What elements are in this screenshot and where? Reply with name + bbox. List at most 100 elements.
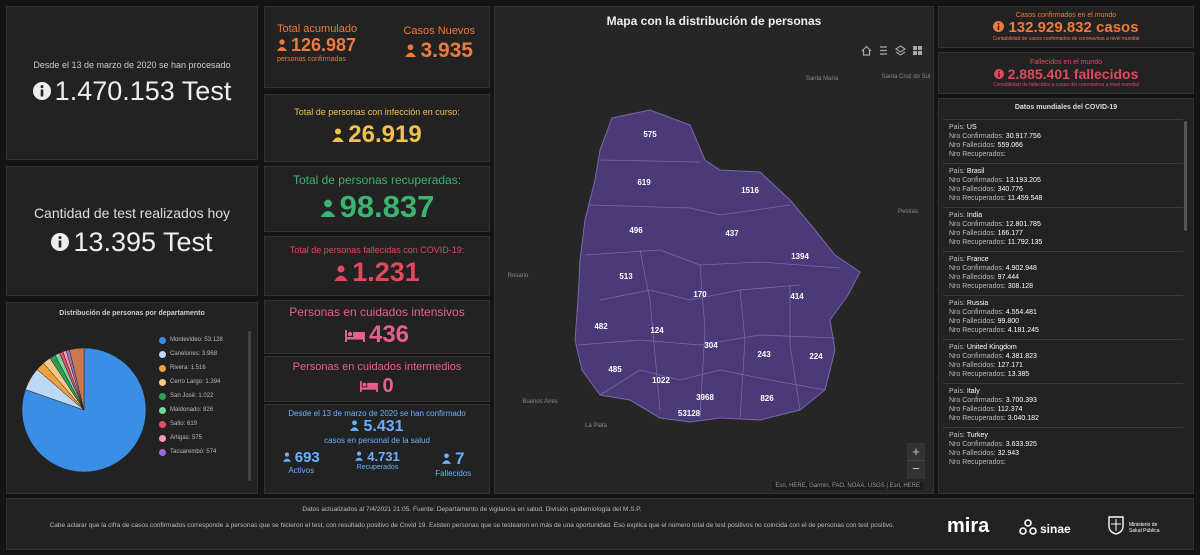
legend-item[interactable]: Tacuarembó: 574 bbox=[159, 445, 247, 459]
legend-item[interactable]: Maldonado: 826 bbox=[159, 403, 247, 417]
map-department-count[interactable]: 437 bbox=[725, 229, 739, 238]
map-department-count[interactable]: 496 bbox=[629, 226, 643, 235]
legend-item[interactable]: Rivera: 1.516 bbox=[159, 361, 247, 375]
country-pais-label: País: bbox=[949, 212, 967, 219]
country-row[interactable]: País: Turkey Nro Confirmados: 3.633.925 Nr… bbox=[943, 427, 1183, 471]
map-department-count[interactable]: 170 bbox=[693, 290, 707, 299]
map-department-count[interactable]: 1516 bbox=[741, 186, 759, 195]
legend-label: Maldonado: 826 bbox=[170, 407, 214, 413]
legend-item[interactable]: Canelones: 3.968 bbox=[159, 347, 247, 361]
country-pais-line: País: Turkey bbox=[949, 431, 1183, 440]
footer-note: Cabe aclarar que la cifra de casos confi… bbox=[49, 522, 895, 529]
layers-icon[interactable] bbox=[895, 43, 906, 56]
country-row[interactable]: País: India Nro Confirmados: 12.801.785 Nr… bbox=[943, 207, 1183, 251]
country-recuperados-label: Nro Recuperados: bbox=[949, 195, 1008, 202]
pie-slice-otros[interactable] bbox=[69, 347, 85, 411]
legend-item[interactable]: Montevideo: 53.128 bbox=[159, 333, 247, 347]
map-department-count[interactable]: 3968 bbox=[696, 393, 714, 402]
legend-item[interactable]: Cerro Largo: 1.394 bbox=[159, 375, 247, 389]
country-row[interactable]: País: Italy Nro Confirmados: 3.700.393 Nro… bbox=[943, 383, 1183, 427]
total-acumulado-value: 126.987 bbox=[291, 35, 357, 55]
map-department-count[interactable]: 619 bbox=[637, 178, 651, 187]
country-row[interactable]: País: US Nro Confirmados: 30.917.756 Nro F… bbox=[943, 119, 1183, 163]
country-list[interactable]: País: US Nro Confirmados: 30.917.756 Nro F… bbox=[943, 119, 1183, 471]
legend-label: Cerro Largo: 1.394 bbox=[170, 379, 221, 385]
legend-dot bbox=[159, 448, 166, 456]
logo-sinae-text: sinae bbox=[1040, 521, 1071, 536]
map-department-count[interactable]: 243 bbox=[757, 350, 771, 359]
zoom-in-button[interactable]: + bbox=[907, 443, 925, 461]
map-department-count[interactable]: 124 bbox=[650, 326, 664, 335]
country-row[interactable]: País: France Nro Confirmados: 4.902.948 Nr… bbox=[943, 251, 1183, 295]
total-acumulado-block: Total acumulado 126.987 personas confirm… bbox=[277, 23, 357, 63]
bed-icon bbox=[344, 321, 365, 349]
map-department-count[interactable]: 575 bbox=[643, 130, 657, 139]
map-department-count[interactable]: 53128 bbox=[678, 409, 701, 418]
legend-scrollbar[interactable] bbox=[248, 331, 251, 481]
map-place-label: Pelotas bbox=[898, 209, 918, 215]
country-confirmados-label: Nro Confirmados: bbox=[949, 221, 1006, 228]
country-confirmados-line: Nro Confirmados: 3.700.393 bbox=[949, 396, 1183, 405]
salud-fallecidos-label: Fallecidos bbox=[435, 469, 472, 478]
legend-item[interactable]: Salto: 619 bbox=[159, 417, 247, 431]
cases-card: Total acumulado 126.987 personas confirm… bbox=[264, 6, 490, 88]
zoom-out-button[interactable]: − bbox=[907, 461, 925, 479]
legend-item[interactable]: Artigas: 575 bbox=[159, 431, 247, 445]
home-icon[interactable] bbox=[861, 43, 872, 56]
country-confirmados-line: Nro Confirmados: 3.633.925 bbox=[949, 440, 1183, 449]
map-department-count[interactable]: 1022 bbox=[652, 376, 670, 385]
uruguay-map[interactable]: 575 619 1516 496 437 1394 513 170 414 482 124 304 24… bbox=[494, 36, 934, 486]
intermedios-stat: 0 bbox=[360, 375, 394, 398]
map-department-count[interactable]: 513 bbox=[619, 272, 633, 281]
country-fallecidos-value: 99.800 bbox=[997, 318, 1020, 325]
map-department-count[interactable]: 224 bbox=[809, 352, 823, 361]
total-acumulado-label: Total acumulado bbox=[277, 23, 358, 35]
country-fallecidos-value: 32.943 bbox=[997, 450, 1020, 457]
map-place-label: Rosario bbox=[508, 273, 529, 279]
country-row[interactable]: País: Russia Nro Confirmados: 4.554.481 Nr… bbox=[943, 295, 1183, 339]
map-department-count[interactable]: 414 bbox=[790, 292, 804, 301]
legend-dot bbox=[159, 378, 166, 386]
country-fallecidos-label: Nro Fallecidos: bbox=[949, 186, 998, 193]
legend-item[interactable]: San José: 1.022 bbox=[159, 389, 247, 403]
country-recuperados-label: Nro Recuperados: bbox=[949, 151, 1006, 158]
country-pais-value: Italy bbox=[966, 388, 980, 395]
salud-sub: casos en personal de la salud bbox=[324, 436, 430, 445]
map-department-count[interactable]: 485 bbox=[608, 365, 622, 374]
map-department-count[interactable]: 826 bbox=[760, 394, 774, 403]
country-pais-value: Russia bbox=[966, 300, 989, 307]
tests-today-value: 13.395 Test bbox=[73, 226, 213, 257]
map-department-count[interactable]: 304 bbox=[704, 341, 718, 350]
country-row[interactable]: País: United Kingdom Nro Confirmados: 4.3… bbox=[943, 339, 1183, 383]
list-icon[interactable] bbox=[878, 43, 889, 55]
basemap-icon[interactable] bbox=[912, 43, 923, 55]
map-department-count[interactable]: 482 bbox=[594, 322, 608, 331]
world-list-title: Datos mundiales del COVID-19 bbox=[1014, 104, 1118, 111]
pie-title: Distribución de personas por departament… bbox=[59, 310, 205, 317]
intensivos-value: 436 bbox=[368, 321, 410, 348]
sinae-icon bbox=[1019, 519, 1037, 538]
fallecidas-value: 1.231 bbox=[352, 256, 420, 287]
recuperadas-label: Total de personas recuperadas: bbox=[292, 173, 462, 187]
country-recuperados-line: Nro Recuperados: 11.792.135 bbox=[949, 238, 1183, 247]
country-fallecidos-line: Nro Fallecidos: 127.171 bbox=[949, 361, 1183, 370]
country-pais-line: País: Russia bbox=[949, 299, 1183, 308]
salud-label: Desde el 13 de marzo de 2020 se han conf… bbox=[288, 409, 466, 418]
country-confirmados-label: Nro Confirmados: bbox=[949, 353, 1006, 360]
country-recuperados-line: Nro Recuperados: 11.459.548 bbox=[949, 194, 1183, 203]
country-row[interactable]: País: Brasil Nro Confirmados: 13.193.205 N… bbox=[943, 163, 1183, 207]
country-pais-value: US bbox=[966, 124, 977, 131]
list-scrollbar[interactable] bbox=[1184, 121, 1187, 231]
intermedios-card: Personas en cuidados intermedios 0 bbox=[264, 356, 490, 402]
legend-label: Canelones: 3.968 bbox=[170, 351, 218, 357]
country-fallecidos-value: 340.776 bbox=[997, 186, 1023, 193]
country-recuperados-line: Nro Recuperados: 13.385 bbox=[949, 370, 1183, 379]
legend-dot bbox=[159, 364, 166, 372]
country-fallecidos-label: Nro Fallecidos: bbox=[949, 274, 998, 281]
salud-recuperados-stat: 4.731 bbox=[355, 449, 400, 464]
map-place-label: Buenos Aires bbox=[522, 399, 557, 405]
country-recuperados-label: Nro Recuperados: bbox=[949, 459, 1006, 466]
legend-label: San José: 1.022 bbox=[170, 393, 214, 399]
map-department-count[interactable]: 1394 bbox=[791, 252, 809, 261]
country-pais-value: Brasil bbox=[966, 168, 985, 175]
